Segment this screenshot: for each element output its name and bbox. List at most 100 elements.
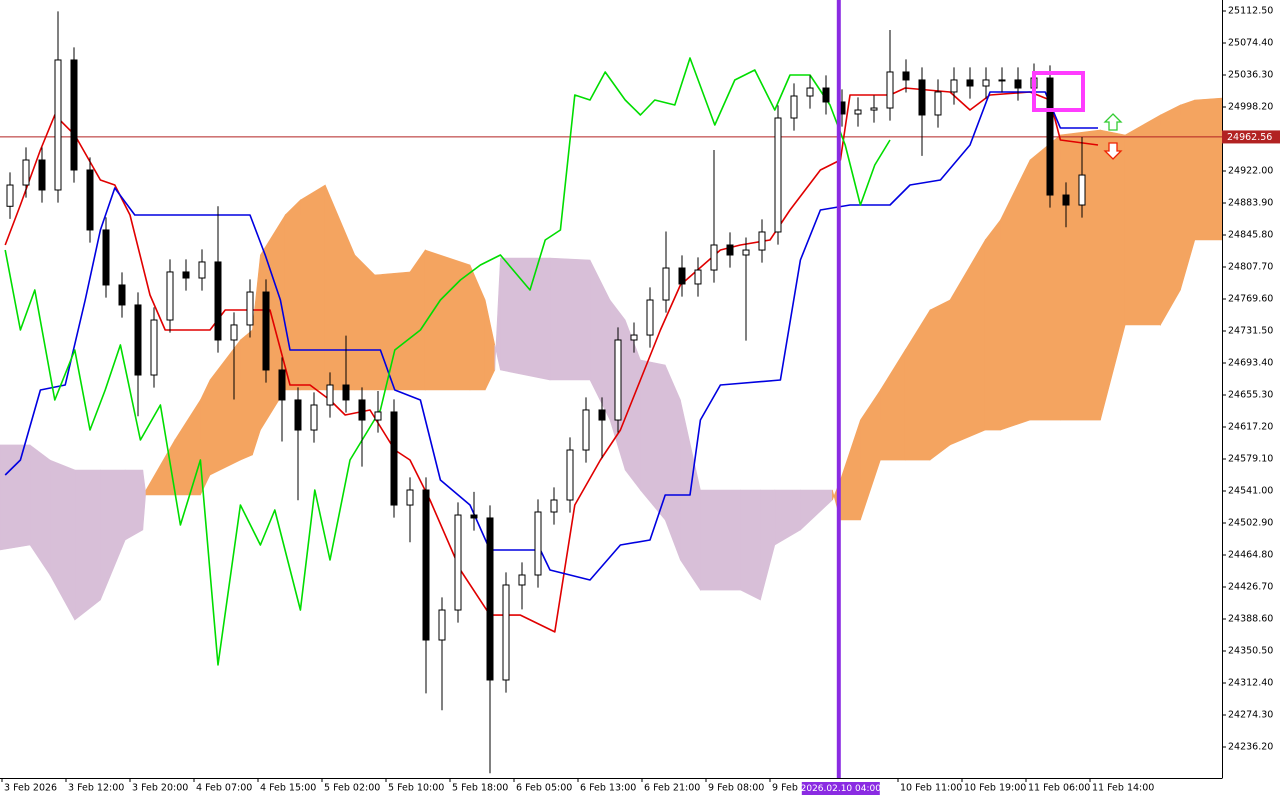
candle-body [454, 514, 462, 611]
y-tick-label: 24731.50 [1228, 326, 1273, 337]
candle-body [230, 324, 238, 341]
candle-body [774, 117, 782, 233]
candle-body [854, 109, 862, 115]
cloud-segment [700, 489, 741, 591]
candle-body [1078, 174, 1086, 206]
candle-body [134, 304, 142, 376]
cloud-segment [1160, 104, 1181, 327]
y-tick-label: 24426.70 [1228, 582, 1273, 593]
highlight-box [1032, 71, 1085, 112]
y-tick-label: 24617.20 [1228, 422, 1273, 433]
candle-body [726, 244, 734, 256]
candle-body [598, 409, 606, 421]
x-tick-label: 9 Feb 16:00 [772, 783, 828, 794]
indicator-line [4, 91, 1098, 581]
x-tick-label: 11 Feb 06:00 [1028, 783, 1090, 794]
cloud-segment [124, 469, 144, 541]
candle-body [166, 271, 174, 321]
y-tick-label: 24388.60 [1228, 614, 1273, 625]
candle-body [278, 369, 286, 401]
y-tick-label: 24350.50 [1228, 646, 1273, 657]
cloud-segment [240, 329, 253, 461]
candle-body [806, 87, 814, 97]
vertical-line-label: 2026.02.10 04:00 [801, 784, 882, 794]
candle-body [998, 79, 1006, 82]
candle-body [678, 267, 686, 285]
cloud-segment [1060, 129, 1101, 421]
y-tick-label: 24998.20 [1228, 102, 1273, 113]
candle-body [6, 184, 14, 207]
up-arrow [1103, 113, 1123, 131]
x-tick-label: 10 Feb 19:00 [964, 783, 1026, 794]
candle-body [294, 399, 302, 431]
annotation-layer [1032, 71, 1123, 160]
candle-body [1046, 77, 1054, 196]
y-tick-label: 25074.40 [1228, 38, 1273, 49]
candle-body [566, 449, 574, 501]
indicator-line [4, 87, 1099, 633]
candle-body [374, 411, 382, 421]
x-tick-label: 6 Feb 13:00 [580, 783, 636, 794]
cloud-segment [284, 199, 301, 391]
candle-body [934, 91, 942, 116]
candle-body [262, 291, 270, 371]
y-tick-label: 24769.60 [1228, 294, 1273, 305]
cloud-segment [549, 257, 591, 381]
cloud-segment [374, 271, 411, 391]
x-tick-label: 3 Feb 2026 [4, 783, 57, 794]
y-tick-label: 24807.70 [1228, 262, 1273, 273]
candle-body [22, 159, 30, 186]
candle-body [358, 399, 366, 421]
candle-body [918, 79, 926, 116]
cloud-segment [984, 219, 1001, 431]
x-tick-label: 4 Feb 07:00 [196, 783, 252, 794]
candle-body [982, 79, 990, 87]
cloud-segment [500, 257, 551, 381]
candle-body [886, 71, 894, 109]
cloud-segment [354, 254, 376, 391]
x-tick-label: 4 Feb 15:00 [260, 783, 316, 794]
candle-body [710, 244, 718, 271]
candle-body [870, 107, 878, 111]
y-tick-label: 24236.20 [1228, 742, 1273, 753]
cloud-segment [1029, 134, 1061, 421]
candle-body [790, 95, 798, 119]
candle-body [390, 411, 398, 506]
candle-body [326, 384, 334, 406]
cloud-segment [300, 184, 326, 391]
price-label-box [1222, 130, 1280, 144]
cloud-segment [409, 249, 426, 391]
cloud-segment [0, 444, 31, 551]
candle-body [214, 261, 222, 341]
candle-body [950, 79, 958, 93]
candle-body [310, 404, 318, 431]
candle-body [694, 269, 702, 285]
candle-body [550, 499, 558, 513]
y-tick-label: 25036.30 [1228, 70, 1273, 81]
y-tick-label: 24883.90 [1228, 198, 1273, 209]
candle-body [118, 284, 126, 306]
y-tick-label: 24312.40 [1228, 678, 1273, 689]
y-tick-label: 24541.00 [1228, 486, 1273, 497]
candle-body [486, 517, 494, 681]
x-tick-label: 3 Feb 20:00 [132, 783, 188, 794]
candle-body [518, 574, 526, 586]
y-tick-label: 24693.40 [1228, 358, 1273, 369]
candle-body [38, 159, 46, 191]
cloud-segment [1124, 114, 1161, 326]
x-tick-label: 6 Feb 05:00 [516, 783, 572, 794]
indicator-line [4, 57, 891, 666]
candle-body [150, 319, 158, 376]
candles-layer [6, 11, 1086, 774]
candle-body [646, 299, 654, 336]
candle-body [758, 231, 766, 251]
overlay-layer: 24962.56 2026.02.10 04:00 [801, 0, 1280, 795]
y-tick-label: 24464.80 [1228, 550, 1273, 561]
candle-body [70, 59, 78, 171]
cloud-segment [929, 299, 951, 461]
y-tick-label: 24502.90 [1228, 518, 1273, 529]
y-tick-label: 24579.10 [1228, 454, 1273, 465]
candle-body [246, 291, 254, 326]
